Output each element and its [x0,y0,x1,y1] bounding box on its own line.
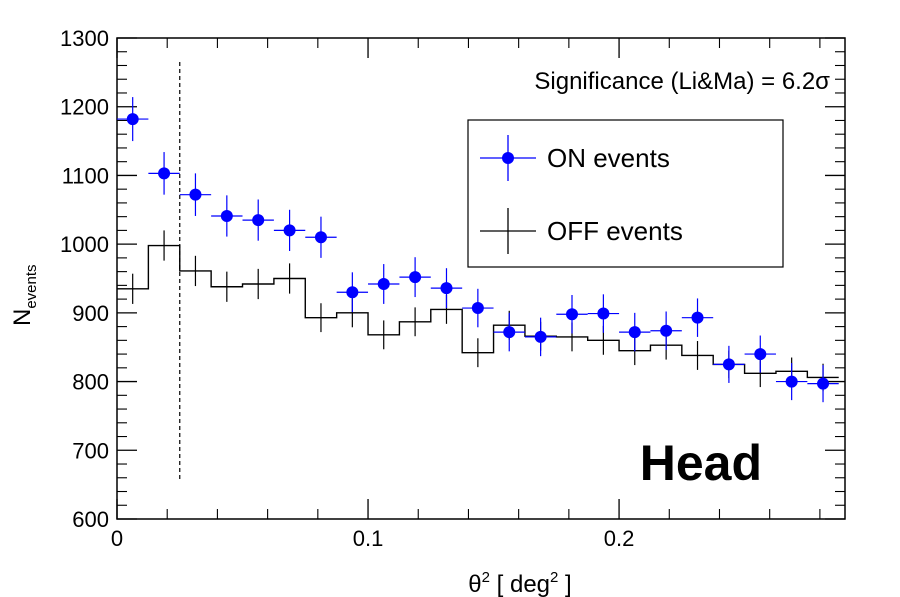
x-tick-label: 0.1 [353,526,384,551]
y-tick-label: 1300 [60,26,109,51]
on-data-point [597,307,610,320]
legend-marker-off [480,208,536,254]
on-data-point [722,358,735,371]
significance-annotation: Significance (Li&Ma) = 6.2σ [534,68,830,95]
on-data-point [346,286,359,299]
y-tick-label: 1200 [60,95,109,120]
on-data-point [189,188,202,201]
on-data-point [377,277,390,290]
x-axis-title: θ2 [ deg2 ] [468,569,571,597]
on-data-point [283,224,296,237]
on-data-point [566,308,578,321]
on-data-point [158,167,171,180]
x-tick-labels: 0 0.1 0.2 [111,526,634,551]
legend-label-off: OFF events [547,216,683,246]
corner-label: Head [640,435,762,491]
on-data-point [440,282,453,295]
y-axis-title: Nevents [9,264,40,326]
x-tick-label: 0 [111,526,123,551]
on-data-point [314,231,327,244]
y-tick-label: 900 [72,301,109,326]
on-data-point [409,271,422,284]
y-tick-label: 700 [72,438,109,463]
on-data-point [471,302,484,315]
on-data-point [691,311,704,324]
on-data-point [503,326,516,339]
on-data-point [628,326,641,339]
plot-frame [116,37,846,520]
on-data-point [220,209,233,222]
x-tick-label: 0.2 [604,526,635,551]
legend-marker-on [480,135,536,181]
on-events-series [117,97,839,403]
legend-box [467,119,784,268]
legend-label-on: ON events [547,143,670,173]
y-tick-label: 600 [72,507,109,532]
y-tick-labels: 600 700 800 900 1000 1100 1200 1300 [60,26,109,532]
y-tick-label: 800 [72,370,109,395]
on-data-point [817,377,830,390]
y-tick-label: 1000 [60,232,109,257]
legend: ON events OFF events [467,119,784,268]
y-tick-label: 1100 [62,163,109,188]
on-data-point [534,330,547,343]
axis-ticks [116,37,845,520]
on-data-point [660,324,673,337]
on-data-point [754,348,767,361]
on-data-point [126,113,139,126]
on-data-point [785,375,798,388]
on-data-point [252,214,265,227]
